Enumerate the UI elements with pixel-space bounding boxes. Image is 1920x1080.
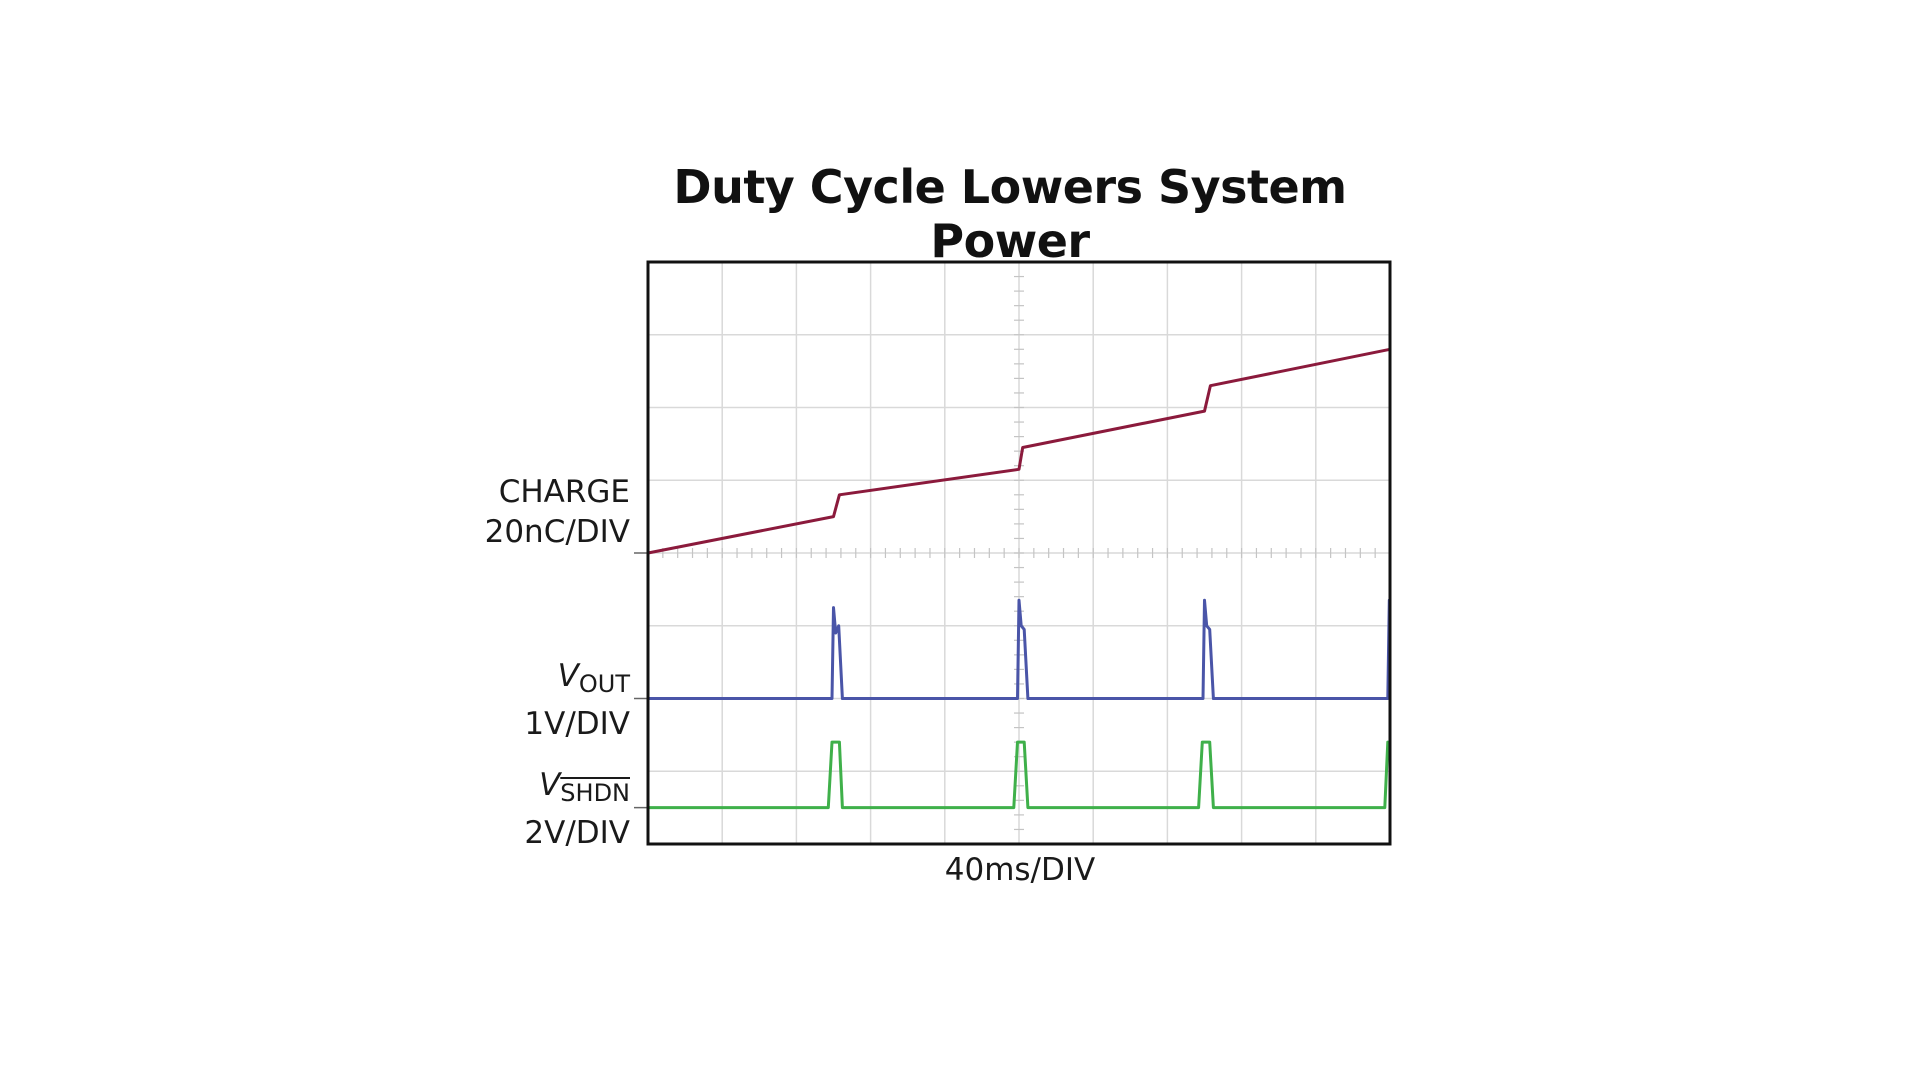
vshdn-v: V [539, 767, 561, 803]
center-ticks [662, 275, 1376, 831]
vout-label: VOUT [420, 656, 630, 704]
charge-scale: 20nC/DIV [484, 514, 630, 550]
vout-v: V [557, 658, 579, 694]
channel-label-vout: VOUT 1V/DIV [420, 656, 630, 744]
trace-vout [646, 598, 1391, 700]
channel-markers [634, 552, 648, 809]
plot-frame [646, 260, 1392, 846]
trace-vshdn [646, 740, 1390, 810]
vshdn-label: VSHDN [420, 765, 630, 813]
x-axis-label: 40ms/DIV [944, 852, 1096, 888]
traces [646, 347, 1392, 810]
vshdn-sub: SHDN [560, 779, 630, 807]
vout-sub: OUT [578, 670, 630, 698]
charge-label: CHARGE [498, 474, 630, 510]
vshdn-scale: 2V/DIV [524, 815, 630, 851]
vout-scale: 1V/DIV [524, 706, 630, 742]
trace-charge [646, 347, 1392, 555]
chart-title: Duty Cycle Lowers System Power [673, 160, 1347, 268]
channel-label-charge: CHARGE 20nC/DIV [420, 472, 630, 552]
channel-label-vshdn: VSHDN 2V/DIV [420, 765, 630, 853]
